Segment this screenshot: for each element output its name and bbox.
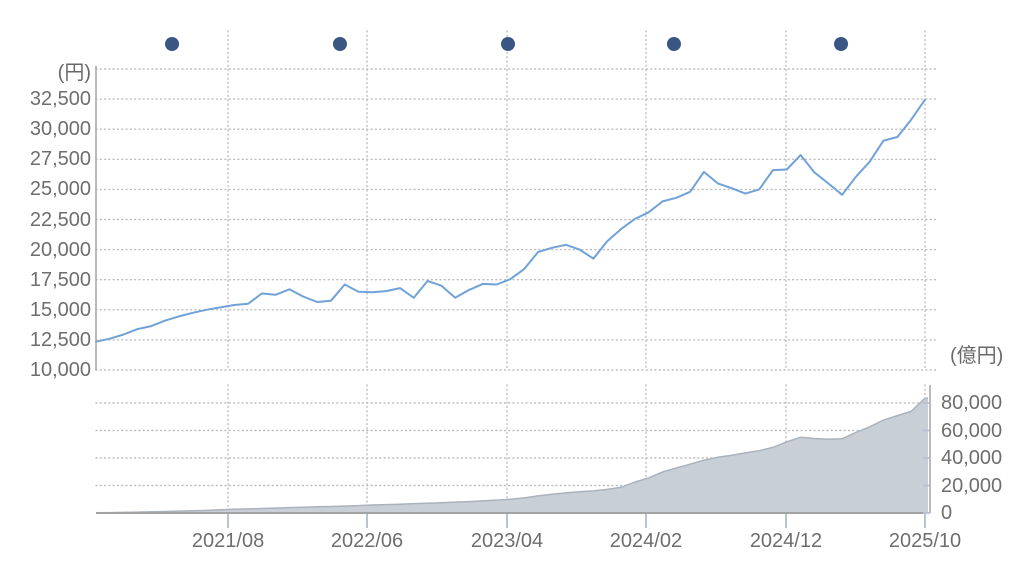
- assets-y-tick-label: 80,000: [941, 392, 1003, 414]
- price-line: [95, 98, 926, 343]
- x-axis-tick-label: 2024/02: [609, 530, 683, 552]
- price-y-tick-label: 10,000: [29, 359, 91, 381]
- x-axis-tick-label: 2023/04: [470, 530, 544, 552]
- assets-y-tick-label: 20,000: [941, 474, 1003, 497]
- assets-y-tick-label: 40,000: [941, 447, 1003, 469]
- assets-area: [96, 398, 928, 513]
- price-axis-unit-label: (円): [57, 62, 91, 84]
- price-y-tick-label: 17,500: [29, 268, 91, 291]
- assets-axis-unit-label: (億円): [950, 345, 1004, 367]
- settlement-dot-marker: [666, 37, 681, 51]
- settlement-dot-marker: [165, 37, 180, 51]
- assets-y-tick-label: 60,000: [941, 419, 1003, 442]
- assets-area-edge: [95, 397, 928, 514]
- price-y-tick-label: 12,500: [29, 328, 91, 351]
- price-y-tick-label: 15,000: [29, 298, 91, 321]
- x-axis-tick-label: 2024/12: [749, 530, 823, 552]
- price-y-tick-label: 25,000: [29, 178, 91, 201]
- price-y-tick-label: 20,000: [29, 238, 91, 261]
- x-axis-tick-label: 2022/06: [330, 530, 404, 552]
- price-y-tick-label: 27,500: [29, 148, 91, 171]
- x-axis-tick-label: 2021/08: [191, 530, 265, 552]
- price-y-tick-label: 22,500: [29, 208, 91, 231]
- settlement-dot-marker: [332, 37, 347, 51]
- settlement-dot-marker: [834, 37, 849, 51]
- price-y-tick-label: 32,500: [29, 88, 91, 111]
- x-axis-tick-label: 2025/10: [888, 530, 962, 552]
- assets-y-tick-label: 0: [941, 502, 953, 524]
- settlement-dot-marker: [501, 37, 516, 51]
- price-y-tick-label: 30,000: [29, 118, 91, 141]
